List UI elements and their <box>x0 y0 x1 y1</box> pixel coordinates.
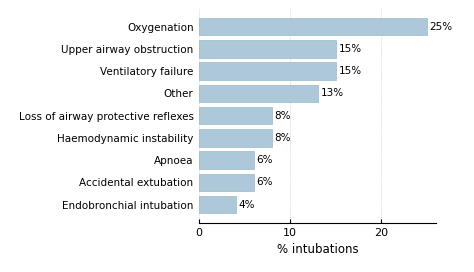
Bar <box>199 152 254 169</box>
X-axis label: % intubations: % intubations <box>277 243 358 256</box>
Text: 6%: 6% <box>256 177 273 187</box>
Bar <box>199 196 236 213</box>
Bar <box>199 85 318 102</box>
Text: 15%: 15% <box>338 44 362 54</box>
Bar <box>199 129 272 147</box>
Bar <box>199 107 272 124</box>
Text: 6%: 6% <box>256 155 273 165</box>
Text: 4%: 4% <box>238 200 255 210</box>
Text: 25%: 25% <box>430 21 453 32</box>
Text: 13%: 13% <box>320 88 344 98</box>
Text: 8%: 8% <box>275 111 291 120</box>
Text: 8%: 8% <box>275 133 291 143</box>
Bar <box>199 40 336 58</box>
Bar <box>199 63 336 80</box>
Bar <box>199 18 427 35</box>
Bar <box>199 174 254 191</box>
Text: 15%: 15% <box>338 66 362 76</box>
